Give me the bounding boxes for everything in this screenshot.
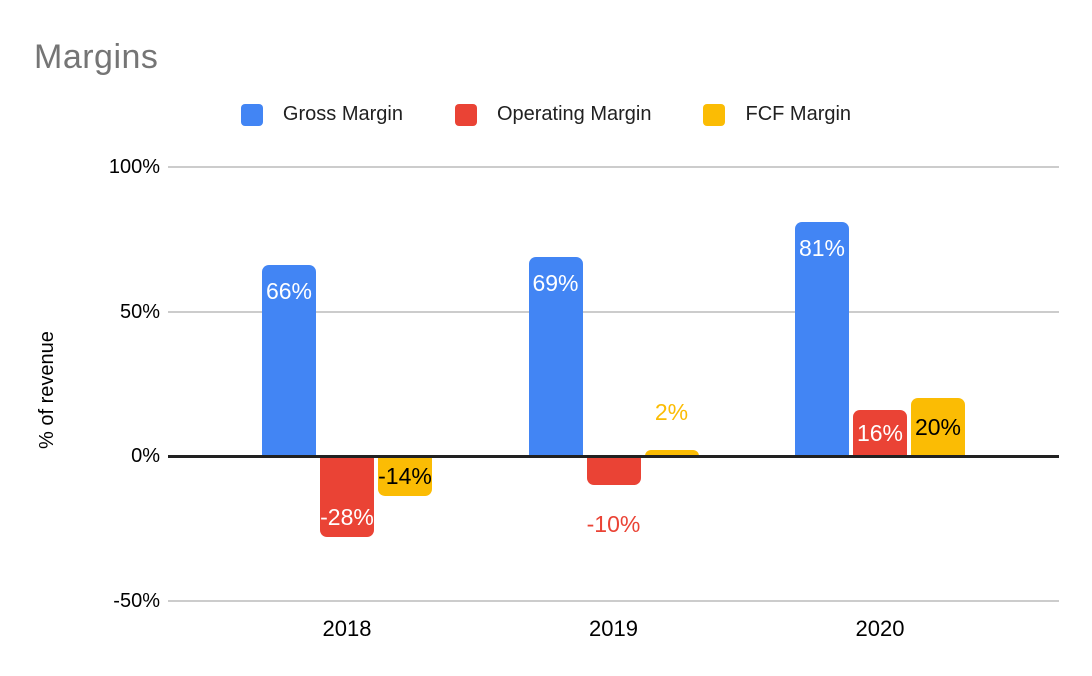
legend-item-gross-margin[interactable]: Gross Margin (240, 103, 403, 126)
bar-fcf-margin-2018[interactable] (378, 456, 432, 497)
bar-label-gross-margin-2018: 66% (265, 278, 313, 305)
bar-label-fcf-margin-2019: 2% (654, 399, 689, 426)
chart-title: Margins (34, 38, 159, 76)
bar-gross-margin-2019[interactable] (528, 256, 583, 456)
x-axis-label-2020: 2020 (855, 616, 905, 641)
bar-gross-margin-2020[interactable] (795, 221, 849, 456)
y-tick-label-0pct: 0% (131, 445, 160, 467)
gridline--50pct (168, 599, 1059, 602)
legend: Gross Margin Operating Margin FCF Margin (0, 103, 1092, 126)
bar-fcf-margin-2019[interactable] (644, 450, 699, 456)
bar-gross-margin-2018[interactable] (262, 265, 316, 456)
x-axis-label-2018: 2018 (322, 616, 372, 641)
bar-label-operating-margin-2019: -10% (586, 510, 641, 537)
legend-item-operating-margin[interactable]: Operating Margin (454, 103, 652, 126)
bar-operating-margin-2019[interactable] (586, 456, 641, 485)
legend-swatch-operating-margin-icon (454, 103, 477, 126)
bar-label-fcf-margin-2020: 20% (914, 414, 962, 441)
bar-label-fcf-margin-2018: -14% (378, 463, 432, 490)
bar-operating-margin-2020[interactable] (853, 409, 907, 456)
bar-operating-margin-2018[interactable] (320, 456, 374, 537)
x-axis-label-2019: 2019 (589, 616, 638, 641)
legend-label-gross-margin: Gross Margin (282, 103, 403, 125)
bar-fcf-margin-2020[interactable] (911, 398, 965, 456)
legend-label-fcf-margin: FCF Margin (745, 103, 852, 125)
gridline-100pct (168, 166, 1059, 168)
legend-label-operating-margin: Operating Margin (496, 103, 652, 125)
y-tick-label--50pct: -50% (113, 589, 160, 612)
bar-label-gross-margin-2019: 69% (532, 269, 579, 296)
x-axis-line (168, 454, 1059, 458)
legend-swatch-fcf-margin-icon (703, 103, 726, 126)
y-tick-label-100pct: 100% (108, 156, 160, 178)
bar-label-gross-margin-2020: 81% (798, 234, 846, 261)
bar-label-operating-margin-2020: 16% (856, 419, 904, 446)
gridline-50pct (168, 310, 1059, 313)
y-tick-label-50pct: 50% (119, 300, 160, 323)
bar-label-operating-margin-2018: -28% (320, 503, 374, 530)
legend-item-fcf-margin[interactable]: FCF Margin (703, 103, 851, 126)
legend-swatch-gross-margin-icon (240, 103, 263, 126)
